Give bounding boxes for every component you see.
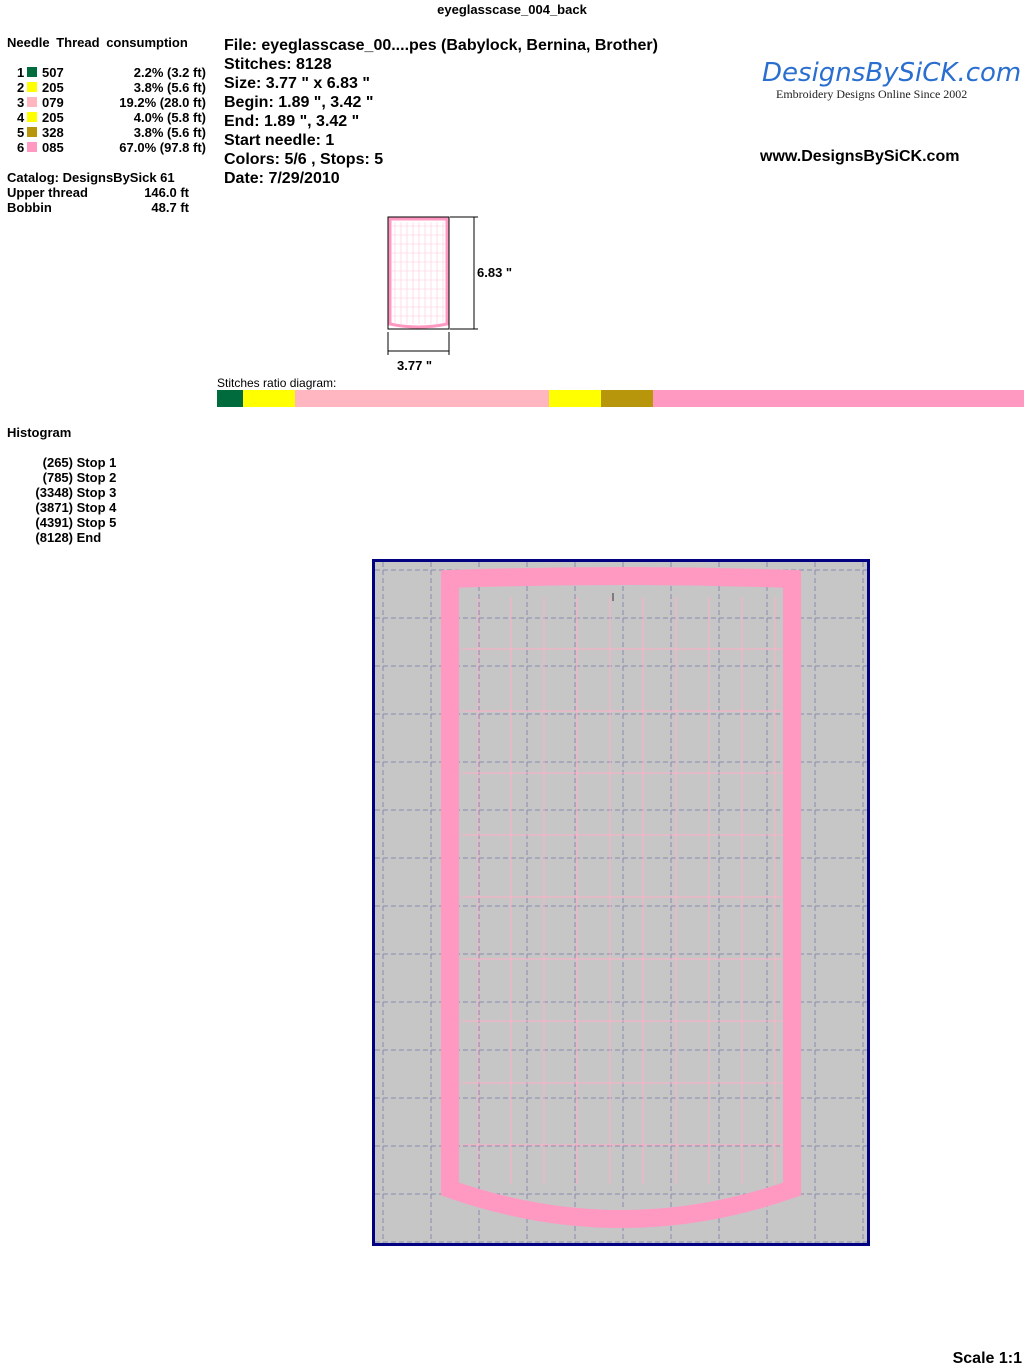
needle-number: 5 — [17, 125, 25, 140]
info-colors: Colors: 5/6 , Stops: 5 — [224, 151, 384, 168]
logo-tagline: Embroidery Designs Online Since 2002 — [776, 87, 968, 101]
thread-code: 205 — [42, 80, 64, 95]
info-begin: Begin: 1.89 ", 3.42 " — [224, 94, 374, 111]
scale-label: Scale 1:1 — [952, 1350, 1022, 1367]
stop-label: End — [76, 530, 102, 545]
design-info: File: eyeglasscase_00....pes (Babylock, … — [224, 36, 658, 188]
thread-code: 085 — [42, 140, 64, 155]
histogram-row: (3348) Stop 3 — [7, 485, 116, 500]
satin-border — [441, 567, 801, 1228]
stitch-count: (8128) — [35, 530, 73, 545]
histogram-title: Histogram — [7, 425, 72, 440]
website-url: www.DesignsBySiCK.com — [760, 148, 960, 165]
color-swatch — [27, 82, 37, 92]
upper-thread-label: Upper thread — [7, 185, 88, 200]
ratio-segment — [549, 390, 602, 407]
histogram-row: (4391) Stop 5 — [7, 515, 116, 530]
thread-consumption: 2.2% (3.2 ft) — [133, 65, 206, 80]
stitch-count: (3871) — [35, 500, 73, 515]
thread-code: 079 — [42, 95, 64, 110]
needle-number: 1 — [17, 65, 25, 80]
logo: DesignsBySiCK.com — [762, 58, 1022, 88]
stop-label: Stop 4 — [76, 500, 117, 515]
stitch-count: (3348) — [35, 485, 73, 500]
thread-consumption: 3.8% (5.6 ft) — [133, 125, 206, 140]
thread-consumption: 19.2% (28.0 ft) — [119, 95, 206, 110]
width-label: 3.77 " — [397, 358, 432, 373]
color-swatch — [27, 67, 37, 77]
histogram-row: (3871) Stop 4 — [7, 500, 116, 515]
info-start-needle: Start needle: 1 — [224, 132, 335, 149]
ratio-segment — [217, 390, 244, 407]
info-end: End: 1.89 ", 3.42 " — [224, 113, 360, 130]
stop-label: Stop 3 — [76, 485, 117, 500]
thumbnail-dimensions: 6.83 " 3.77 " — [387, 216, 512, 373]
needle-row: 3 079 19.2% (28.0 ft) — [7, 95, 212, 110]
info-size: Size: 3.77 " x 6.83 " — [224, 75, 370, 92]
bobbin-value: 48.7 ft — [151, 200, 189, 215]
stop-label: Stop 5 — [76, 515, 117, 530]
needle-header: Needle Thread consumption — [7, 35, 188, 50]
stitch-count: (4391) — [35, 515, 73, 530]
height-label: 6.83 " — [477, 265, 512, 280]
thread-code: 507 — [42, 65, 64, 80]
needle-number: 2 — [17, 80, 25, 95]
color-swatch — [27, 127, 37, 137]
needle-row: 6 085 67.0% (97.8 ft) — [7, 140, 212, 155]
bobbin-label: Bobbin — [7, 200, 52, 215]
thread-consumption: 4.0% (5.8 ft) — [133, 110, 206, 125]
design-preview — [372, 559, 870, 1246]
thread-consumption: 3.8% (5.6 ft) — [133, 80, 206, 95]
bobbin: Bobbin 48.7 ft — [7, 200, 189, 215]
upper-thread: Upper thread 146.0 ft — [7, 185, 189, 200]
needle-number: 4 — [17, 110, 25, 125]
ratio-segment — [243, 390, 295, 407]
info-date: Date: 7/29/2010 — [224, 170, 340, 187]
histogram-row: (265) Stop 1 — [7, 455, 117, 470]
thumbnail-outline — [388, 217, 449, 329]
info-file: File: eyeglasscase_00....pes (Babylock, … — [224, 37, 658, 54]
needle-row: 5 328 3.8% (5.6 ft) — [7, 125, 212, 140]
stop-label: Stop 2 — [76, 470, 117, 485]
needle-number: 6 — [17, 140, 25, 155]
ratio-segment — [652, 390, 1024, 407]
thread-code: 205 — [42, 110, 64, 125]
needle-number: 3 — [17, 95, 25, 110]
stitch-count: (785) — [42, 470, 73, 485]
stitches-ratio-bar — [217, 390, 1024, 407]
needle-row: 1 507 2.2% (3.2 ft) — [7, 65, 212, 80]
thread-consumption: 67.0% (97.8 ft) — [119, 140, 206, 155]
catalog: Catalog: DesignsBySick 61 — [7, 170, 175, 185]
stitch-count: (265) — [42, 455, 73, 470]
ratio-segment — [601, 390, 653, 407]
document-title: eyeglasscase_004_back — [437, 2, 587, 17]
color-swatch — [27, 112, 37, 122]
ratio-segment — [294, 390, 550, 407]
color-swatch — [27, 142, 37, 152]
color-swatch — [27, 97, 37, 107]
histogram-row: (785) Stop 2 — [7, 470, 117, 485]
upper-thread-value: 146.0 ft — [144, 185, 189, 200]
info-stitches: Stitches: 8128 — [224, 56, 332, 73]
ratio-label: Stitches ratio diagram: — [217, 376, 337, 390]
needle-row: 4 205 4.0% (5.8 ft) — [7, 110, 212, 125]
histogram-row: (8128) End — [7, 530, 101, 545]
thread-code: 328 — [42, 125, 64, 140]
stop-label: Stop 1 — [76, 455, 117, 470]
needle-row: 2 205 3.8% (5.6 ft) — [7, 80, 212, 95]
